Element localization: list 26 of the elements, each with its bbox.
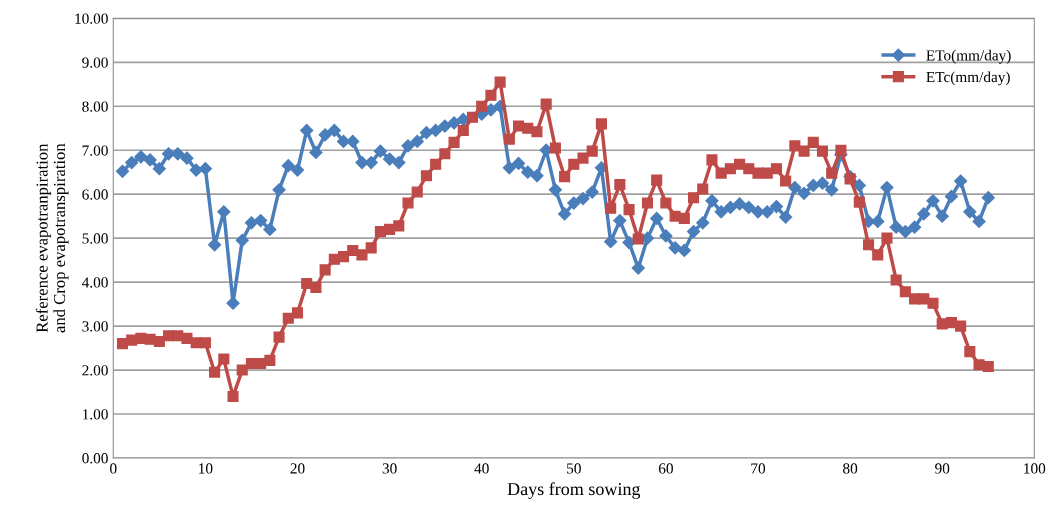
legend-label: ETc(mm/day) — [926, 71, 1010, 86]
x-tick-label: 80 — [843, 463, 858, 474]
x-tick-label: 60 — [658, 463, 673, 474]
y-tick-label: 4.00 — [81, 277, 108, 288]
y-tick-label: 2.00 — [82, 365, 108, 376]
x-tick-label: 50 — [567, 463, 581, 474]
y-tick-label: 5.00 — [82, 233, 108, 244]
x-tick-label: 40 — [474, 463, 489, 474]
y-tick-label: 9.00 — [82, 57, 108, 68]
y-tick-label: 3.00 — [82, 321, 108, 332]
legend-label: ETo(mm/day) — [926, 49, 1011, 64]
x-tick-label: 70 — [751, 463, 766, 474]
x-axis-title: Days from sowing — [507, 482, 641, 499]
y-tick-label: 7.00 — [82, 145, 108, 156]
x-tick-label: 0 — [110, 463, 117, 474]
x-tick-label: 10 — [199, 463, 213, 474]
y-tick-label: 6.00 — [82, 189, 108, 200]
y-tick-label: 10.00 — [75, 13, 108, 24]
y-tick-label: 0.00 — [82, 453, 108, 464]
x-tick-label: 30 — [382, 463, 397, 474]
x-tick-label: 20 — [290, 463, 305, 474]
y-axis-title: Reference evapotranpiration and Crop evapotranspiration — [35, 143, 69, 333]
y-tick-label: 1.00 — [83, 409, 108, 420]
x-tick-label: 100 — [1024, 463, 1046, 474]
x-tick-label: 90 — [935, 463, 950, 474]
y-tick-label: 8.00 — [82, 101, 108, 112]
